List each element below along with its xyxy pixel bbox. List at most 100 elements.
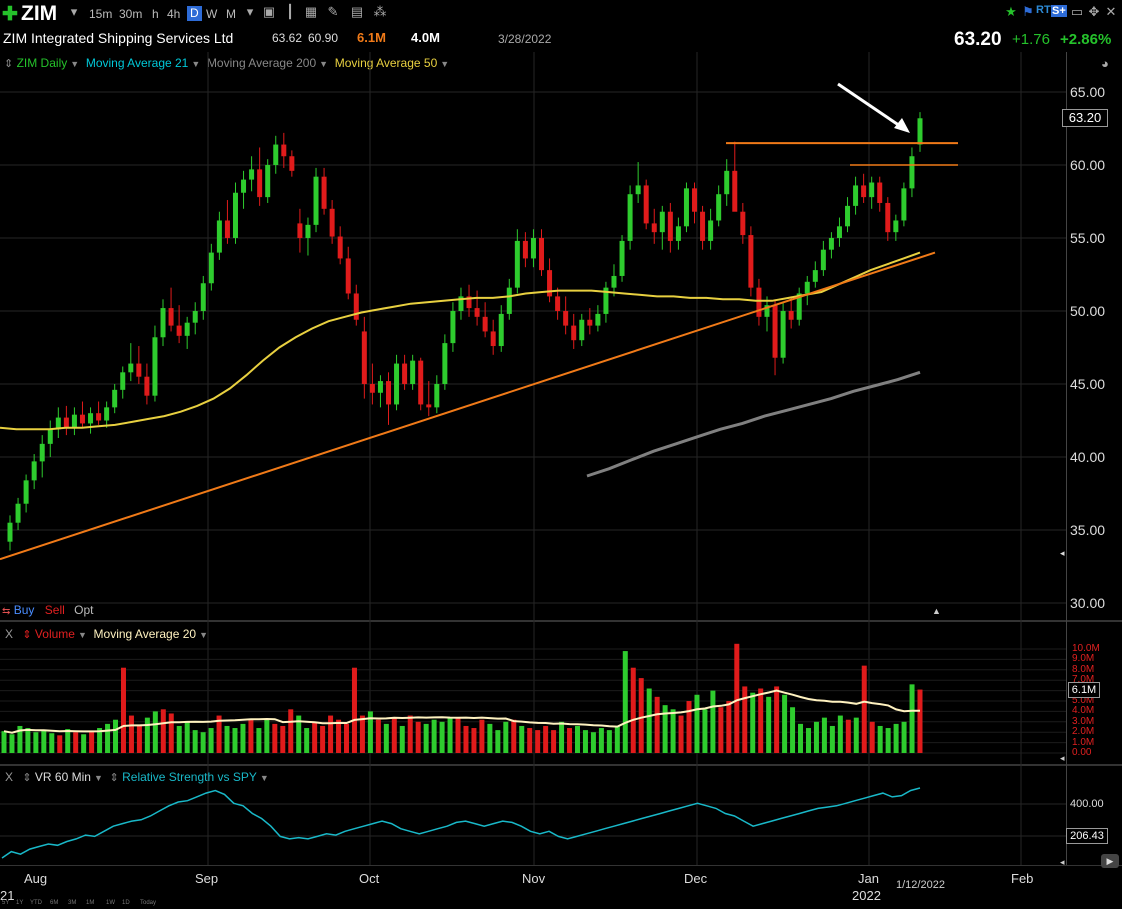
legend-main[interactable]: ZIM Daily bbox=[16, 56, 68, 70]
candle-body bbox=[506, 287, 512, 314]
candle-body bbox=[241, 179, 247, 193]
timeframe-15m[interactable]: 15m bbox=[89, 7, 113, 21]
timeframe-w[interactable]: W bbox=[206, 7, 218, 21]
collapse-icon[interactable]: ◂ bbox=[1060, 857, 1065, 867]
chevron-down-icon[interactable]: ▼ bbox=[93, 773, 103, 783]
reorder-icon[interactable]: ⇕ bbox=[22, 629, 32, 641]
order-icon[interactable]: ⇆ bbox=[2, 606, 11, 617]
volume-bar bbox=[463, 725, 469, 753]
range-button[interactable]: 5Y bbox=[2, 900, 10, 906]
volume-bar bbox=[702, 709, 708, 753]
candle-body bbox=[361, 331, 367, 384]
timeframe-h[interactable]: h bbox=[152, 7, 159, 21]
volume-bar bbox=[909, 684, 915, 753]
star-icon[interactable]: ★ bbox=[1005, 4, 1017, 19]
close-icon[interactable]: ✕ bbox=[1105, 4, 1117, 19]
legend-volume[interactable]: Volume bbox=[34, 627, 75, 641]
annotation-arrow-head bbox=[894, 118, 910, 133]
volume-bar bbox=[455, 717, 461, 753]
chevron-down-icon[interactable]: ▼ bbox=[259, 773, 269, 783]
volume-bar bbox=[885, 728, 891, 753]
flag-icon[interactable]: ⚑ bbox=[1022, 4, 1034, 19]
range-button[interactable]: 3M bbox=[68, 900, 77, 906]
volume-bar bbox=[471, 728, 477, 753]
sell-button[interactable]: Sell bbox=[44, 603, 65, 617]
calculator-icon[interactable]: ▦ bbox=[304, 4, 318, 19]
candle-body bbox=[442, 343, 448, 384]
range-button[interactable]: 1D bbox=[122, 900, 130, 906]
timeframe-d[interactable]: D bbox=[187, 6, 202, 21]
volume-bar bbox=[511, 719, 517, 753]
volume-bar bbox=[128, 715, 134, 753]
reorder-icon[interactable]: ⇕ bbox=[109, 772, 119, 784]
timeframe-30m[interactable]: 30m bbox=[119, 7, 143, 21]
range-button[interactable]: YTD bbox=[30, 900, 42, 906]
price-legend: ⇕ ZIM Daily ▼ Moving Average 21 ▼ Moving A… bbox=[4, 56, 449, 70]
volume-bar bbox=[798, 723, 804, 753]
volume-bar bbox=[224, 725, 230, 753]
bars-icon[interactable]: ┃ bbox=[286, 4, 294, 19]
save-icon[interactable]: ▭ bbox=[1070, 4, 1084, 19]
legend-rs[interactable]: Relative Strength vs SPY bbox=[122, 770, 257, 784]
palette-icon[interactable]: ◕ bbox=[1101, 56, 1109, 71]
chevron-down-icon[interactable]: ▼ bbox=[191, 59, 201, 69]
chevron-down-icon[interactable]: ▼ bbox=[199, 630, 208, 640]
chevron-down-icon[interactable]: ▼ bbox=[70, 59, 80, 69]
chevron-down-icon[interactable]: ▾ bbox=[246, 4, 254, 19]
volume-bar bbox=[264, 719, 270, 753]
chevron-down-icon[interactable]: ▼ bbox=[319, 59, 329, 69]
move-icon[interactable]: ✥ bbox=[1088, 4, 1100, 19]
close-panel-button[interactable]: X bbox=[5, 627, 14, 641]
range-button[interactable]: 6M bbox=[50, 900, 59, 906]
collapse-icon[interactable]: ◂ bbox=[1060, 548, 1065, 558]
legend-vr[interactable]: VR 60 Min bbox=[34, 770, 91, 784]
legend-ma50[interactable]: Moving Average 50 bbox=[334, 56, 438, 70]
price-tick-label: 35.00 bbox=[1070, 522, 1106, 538]
candle-body bbox=[708, 220, 714, 241]
candle-body bbox=[265, 165, 271, 198]
volume-bar bbox=[144, 717, 150, 753]
timeframe-4h[interactable]: 4h bbox=[167, 7, 181, 21]
volume-bar bbox=[813, 721, 819, 753]
volume-bar bbox=[845, 719, 851, 753]
panel-divider bbox=[0, 620, 1122, 622]
buy-button[interactable]: Buy bbox=[13, 603, 35, 617]
reorder-icon[interactable]: ⇕ bbox=[4, 58, 14, 70]
chevron-down-icon[interactable]: ▼ bbox=[440, 59, 450, 69]
symbol-label[interactable]: ZIM bbox=[21, 2, 58, 25]
chevron-down-icon[interactable]: ▼ bbox=[77, 630, 87, 640]
scroll-right-button[interactable]: ▶ bbox=[1101, 854, 1119, 868]
volume-tick-label: 5.0M bbox=[1072, 695, 1095, 706]
layers-icon[interactable]: ▤ bbox=[350, 4, 364, 19]
timeframe-m[interactable]: M bbox=[226, 7, 236, 21]
legend-ma200[interactable]: Moving Average 200 bbox=[206, 56, 317, 70]
reorder-icon[interactable]: ⇕ bbox=[22, 772, 32, 784]
candle-body bbox=[385, 381, 391, 405]
range-button[interactable]: 1W bbox=[106, 900, 115, 906]
share-icon[interactable]: ⁂ bbox=[373, 4, 387, 19]
legend-volume-ma[interactable]: Moving Average 20 bbox=[93, 627, 197, 641]
volume-bar bbox=[479, 719, 485, 753]
pencil-icon[interactable]: ✎ bbox=[327, 4, 339, 19]
legend-ma21[interactable]: Moving Average 21 bbox=[85, 56, 189, 70]
volume-bar bbox=[57, 735, 63, 753]
candle-body bbox=[112, 389, 118, 408]
range-button[interactable]: Today bbox=[140, 900, 157, 906]
range-button[interactable]: 1Y bbox=[16, 900, 24, 906]
splus-badge[interactable]: S+ bbox=[1051, 5, 1067, 17]
volume-bar bbox=[216, 715, 222, 753]
candle-body bbox=[547, 270, 553, 297]
candle-body bbox=[305, 224, 311, 238]
add-symbol-icon[interactable]: ✚ bbox=[2, 4, 18, 25]
chart-type-icon[interactable]: ▣ bbox=[262, 4, 276, 19]
price-tick-label: 60.00 bbox=[1070, 157, 1106, 173]
collapse-icon[interactable]: ◂ bbox=[1060, 753, 1065, 763]
collapse-up-icon[interactable]: ▲ bbox=[932, 606, 941, 616]
option-button[interactable]: Opt bbox=[74, 603, 94, 617]
range-button[interactable]: 1M bbox=[86, 900, 95, 906]
chevron-down-icon[interactable]: ▾ bbox=[70, 4, 78, 19]
volume-bar bbox=[359, 715, 365, 753]
close-panel-button[interactable]: X bbox=[5, 770, 14, 784]
realtime-badge[interactable]: RT bbox=[1036, 4, 1051, 16]
price-tick-label: 40.00 bbox=[1070, 449, 1106, 465]
